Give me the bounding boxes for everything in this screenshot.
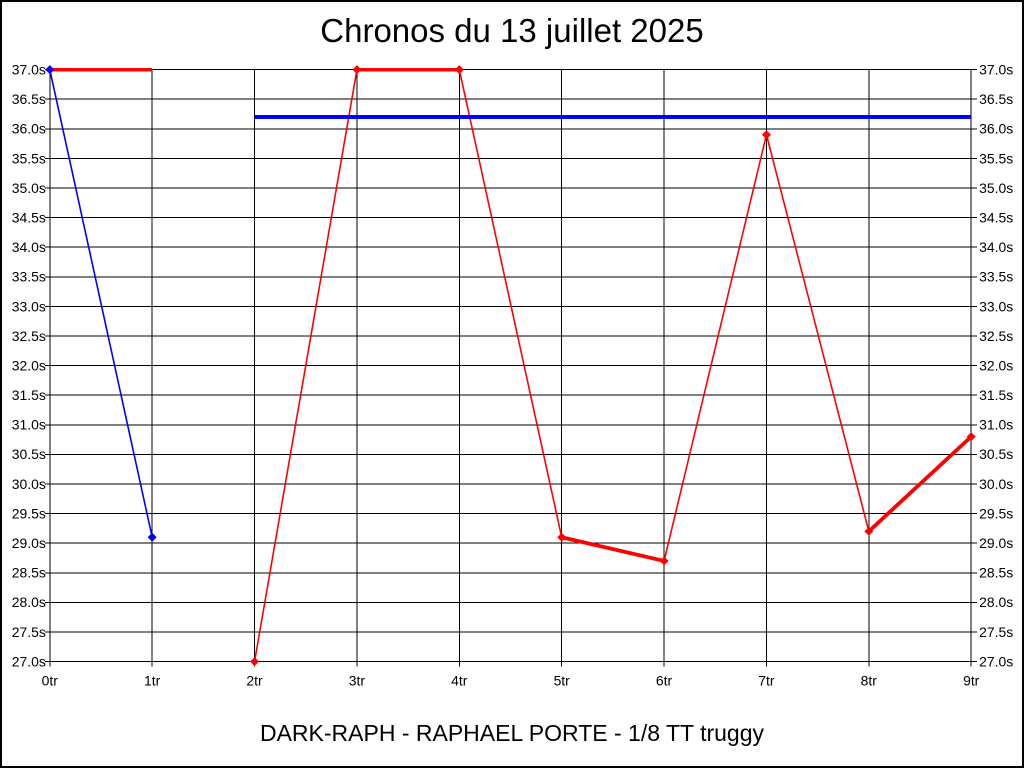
x-tick-label: 0tr [42,672,59,688]
y-tick-label-left: 28.5s [12,565,46,581]
chart-title: Chronos du 13 juillet 2025 [320,12,704,49]
y-tick-label-right: 27.5s [979,624,1013,640]
y-tick-label-right: 34.5s [979,210,1013,226]
y-tick-label-right: 27.0s [979,653,1013,669]
red-lap-times-segment [663,134,768,562]
y-tick-label-right: 30.5s [979,446,1013,462]
y-tick-label-right: 33.5s [979,269,1013,285]
red-lap-times-marker [761,130,771,140]
y-tick-label-left: 36.0s [12,121,46,137]
y-tick-label-left: 30.0s [12,476,46,492]
y-tick-label-left: 33.5s [12,269,46,285]
y-tick-label-right: 32.5s [979,328,1013,344]
y-tick-label-left: 35.0s [12,180,46,196]
y-tick-label-left: 29.0s [12,535,46,551]
y-tick-label-right: 28.0s [979,594,1013,610]
y-tick-label-right: 29.0s [979,535,1013,551]
red-lap-times-segment [458,69,563,538]
y-tick-label-left: 28.0s [12,594,46,610]
y-tick-label-right: 35.5s [979,150,1013,166]
chart-caption: DARK-RAPH - RAPHAEL PORTE - 1/8 TT trugg… [259,720,764,746]
x-tick-label: 4tr [451,672,468,688]
blue-lap-times-segment [49,69,153,538]
y-tick-label-right: 33.0s [979,298,1013,314]
y-tick-label-right: 36.0s [979,121,1013,137]
y-tick-label-right: 37.0s [979,62,1013,78]
x-tick-label: 5tr [554,672,571,688]
y-tick-label-left: 34.5s [12,210,46,226]
y-tick-label-right: 29.5s [979,505,1013,521]
x-tick-label: 3tr [349,672,366,688]
y-tick-label-left: 29.5s [12,505,46,521]
blue-lap-times-marker [45,65,55,75]
y-tick-label-left: 32.5s [12,328,46,344]
blue-lap-times-marker [147,532,157,542]
x-tick-label: 7tr [758,672,775,688]
y-tick-label-right: 34.0s [979,239,1013,255]
y-tick-label-left: 31.0s [12,417,46,433]
red-lap-times-segment [253,69,358,662]
y-tick-label-left: 27.5s [12,624,46,640]
red-lap-times-marker [557,532,567,542]
y-tick-label-left: 36.5s [12,91,46,107]
red-lap-times-marker [864,526,874,536]
y-tick-label-left: 37.0s [12,62,46,78]
x-tick-label: 9tr [963,672,980,688]
red-lap-times-segment [867,435,973,533]
x-tick-label: 1tr [144,672,161,688]
red-lap-times-marker [454,65,464,75]
red-lap-times-segment [765,134,870,532]
red-lap-times-segment [561,535,665,563]
red-lap-times-marker [966,432,976,442]
y-tick-label-right: 31.5s [979,387,1013,403]
y-tick-label-right: 32.0s [979,357,1013,373]
y-tick-label-left: 30.5s [12,446,46,462]
y-tick-label-left: 32.0s [12,357,46,373]
y-tick-label-left: 35.5s [12,150,46,166]
red-lap-times-marker [352,65,362,75]
x-tick-label: 6tr [656,672,673,688]
y-tick-label-right: 28.5s [979,565,1013,581]
red-lap-times-marker [250,657,260,667]
y-tick-label-left: 33.0s [12,298,46,314]
y-tick-label-right: 31.0s [979,417,1013,433]
y-tick-label-right: 36.5s [979,91,1013,107]
y-tick-label-left: 34.0s [12,239,46,255]
y-tick-label-right: 30.0s [979,476,1013,492]
red-lap-times-marker [659,556,669,566]
x-tick-label: 8tr [861,672,878,688]
y-tick-label-left: 31.5s [12,387,46,403]
x-tick-label: 2tr [246,672,263,688]
y-tick-label-left: 27.0s [12,653,46,669]
y-tick-label-right: 35.0s [979,180,1013,196]
